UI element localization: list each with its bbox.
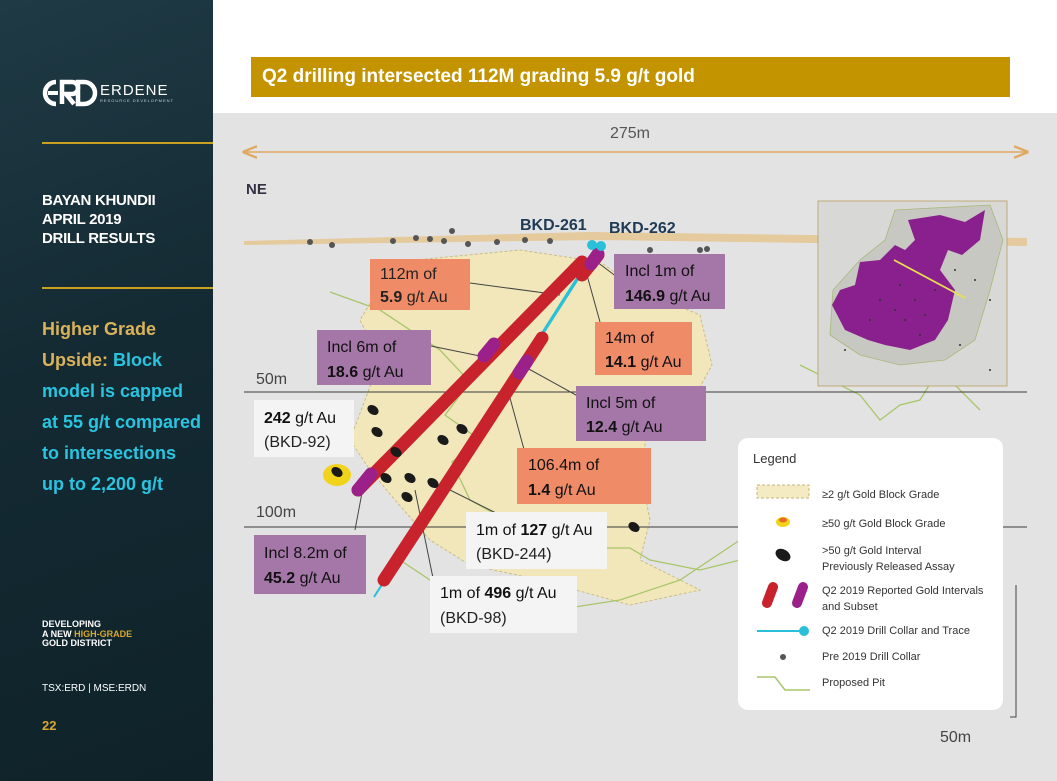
level-100-label: 100m bbox=[256, 504, 296, 521]
tagline: DEVELOPING A NEW HIGH-GRADE GOLD DISTRIC… bbox=[42, 619, 133, 649]
callout-14m-line2: 14.1 g/t Au bbox=[605, 354, 682, 371]
callout-496 bbox=[430, 576, 577, 633]
tagline-line2: A NEW HIGH-GRADE bbox=[42, 628, 133, 640]
divider bbox=[42, 142, 213, 144]
scale-bar-label: 50m bbox=[940, 729, 971, 746]
callout-242-line1: 242 g/t Au bbox=[264, 410, 336, 427]
callout-14m-line1: 14m of bbox=[605, 330, 654, 347]
callout-496-line2: (BKD-98) bbox=[440, 610, 507, 627]
callout-112m bbox=[370, 259, 470, 310]
collar-bkd-261 bbox=[587, 240, 597, 250]
callout-146 bbox=[614, 254, 725, 309]
callout-14m bbox=[595, 322, 692, 375]
scale-bar bbox=[1010, 585, 1017, 718]
callout-186-line2: 18.6 g/t Au bbox=[327, 364, 404, 381]
proposed-pit-line bbox=[329, 291, 741, 571]
legend-item-interval-2: Previously Released Assay bbox=[822, 561, 955, 573]
callout-452-line1: Incl 8.2m of bbox=[264, 545, 347, 562]
subset-452 bbox=[351, 467, 378, 497]
callout-186 bbox=[317, 330, 431, 385]
upside-body: Block model is capped at 55 g/t compared… bbox=[42, 350, 202, 494]
divider bbox=[42, 287, 213, 289]
callout-127-line2: (BKD-244) bbox=[476, 546, 552, 563]
callout-124 bbox=[576, 386, 706, 441]
pre-2019-collars bbox=[307, 228, 710, 253]
sidebar: ERDENE RESOURCE DEVELOPMENT BAYAN KHUNDI… bbox=[0, 0, 213, 781]
tagline-line2-pre: A NEW bbox=[42, 628, 75, 639]
callout-242 bbox=[254, 400, 354, 457]
section-title-2: APRIL 2019 bbox=[42, 211, 122, 228]
legend-item-pit: Proposed Pit bbox=[822, 677, 885, 689]
tagline-highlight: HIGH-GRADE bbox=[74, 628, 133, 639]
hole-label-bkd-261: BKD-261 bbox=[520, 217, 587, 234]
ticker: TSX:ERD | MSE:ERDN bbox=[42, 683, 147, 694]
legend: Legend ≥2 g/t Gold Block Grade ≥50 g/t G… bbox=[738, 438, 1003, 710]
logo-wordmark: ERDENE bbox=[100, 82, 169, 99]
legend-item-high-block: ≥50 g/t Gold Block Grade bbox=[822, 518, 945, 530]
callout-124-line2: 12.4 g/t Au bbox=[586, 419, 663, 436]
legend-item-block-grade: ≥2 g/t Gold Block Grade bbox=[822, 489, 939, 501]
direction-label: NE bbox=[246, 181, 267, 198]
upside-note: Higher Grade Upside: Block model is capp… bbox=[42, 314, 202, 500]
previous-assays bbox=[331, 278, 643, 533]
legend-item-q2-collar: Q2 2019 Drill Collar and Trace bbox=[822, 625, 970, 637]
callout-452 bbox=[254, 535, 366, 594]
callout-242-line2: (BKD-92) bbox=[264, 434, 331, 451]
callout-146-line2: 146.9 g/t Au bbox=[625, 288, 710, 305]
inset-plan-map bbox=[817, 200, 1008, 387]
callout-112m-line1: 112m of bbox=[380, 266, 437, 283]
logo-subtitle: RESOURCE DEVELOPMENT bbox=[100, 98, 175, 103]
callout-124-line1: Incl 5m of bbox=[586, 395, 656, 412]
legend-item-q2-intervals-2: and Subset bbox=[822, 601, 878, 613]
callout-112m-line2: 5.9 g/t Au bbox=[380, 289, 448, 306]
erdene-logo-icon bbox=[42, 79, 98, 107]
callout-496-line1: 1m of 496 g/t Au bbox=[440, 585, 557, 602]
level-50-label: 50m bbox=[256, 371, 287, 388]
legend-item-interval: >50 g/t Gold Interval bbox=[822, 545, 921, 557]
callout-452-line2: 45.2 g/t Au bbox=[264, 570, 341, 587]
width-label: 275m bbox=[610, 125, 650, 142]
page-number: 22 bbox=[42, 718, 57, 733]
slide-title: Q2 drilling intersected 112M grading 5.9… bbox=[262, 66, 695, 87]
section-title-3: DRILL RESULTS bbox=[42, 230, 156, 247]
slide-title-banner: Q2 drilling intersected 112M grading 5.9… bbox=[251, 57, 1010, 97]
callout-1064-line1: 106.4m of bbox=[528, 457, 600, 474]
legend-title: Legend bbox=[753, 451, 796, 466]
callout-127-line1: 1m of 127 g/t Au bbox=[476, 522, 593, 539]
legend-item-pre2019: Pre 2019 Drill Collar bbox=[822, 651, 921, 663]
callout-127 bbox=[466, 512, 607, 569]
tagline-line3: GOLD DISTRICT bbox=[42, 638, 112, 648]
collar-bkd-262 bbox=[596, 241, 606, 251]
subset-146 bbox=[584, 247, 605, 271]
callout-186-line1: Incl 6m of bbox=[327, 339, 397, 356]
hole-label-bkd-262: BKD-262 bbox=[609, 220, 676, 237]
callout-146-line1: Incl 1m of bbox=[625, 263, 695, 280]
subset-186 bbox=[477, 337, 501, 363]
legend-item-q2-intervals: Q2 2019 Reported Gold Intervals bbox=[822, 585, 984, 597]
callout-1064 bbox=[517, 448, 651, 504]
section-title-1: BAYAN KHUNDII bbox=[42, 192, 156, 209]
upside-heading: Higher Grade Upside: bbox=[42, 319, 157, 370]
tagline-line1: DEVELOPING bbox=[42, 619, 102, 629]
callout-1064-line2: 1.4 g/t Au bbox=[528, 482, 596, 499]
subset-124 bbox=[512, 354, 534, 380]
